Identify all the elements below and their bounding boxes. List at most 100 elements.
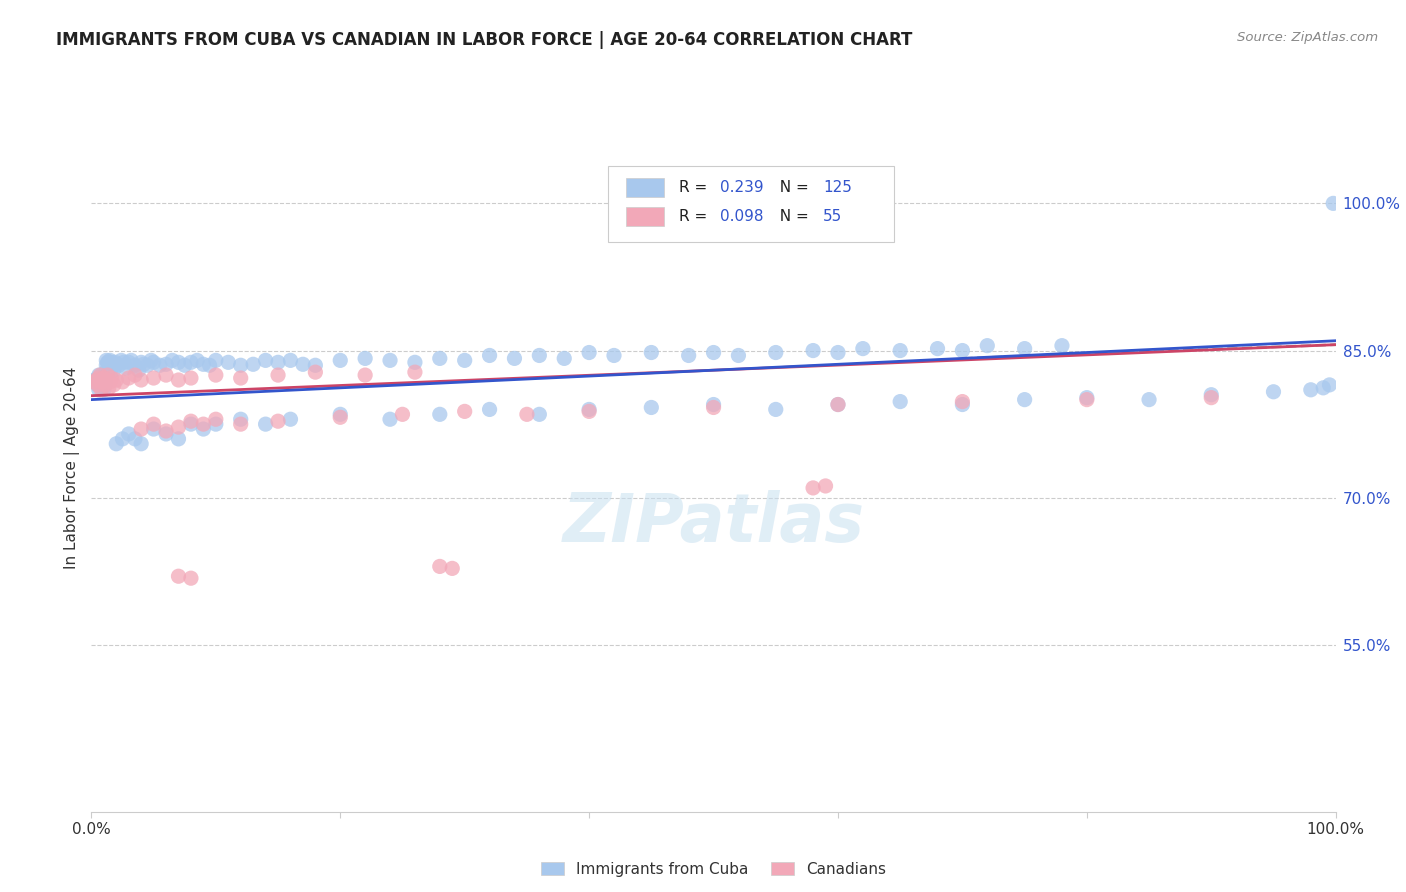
Point xyxy=(765,402,787,417)
Point xyxy=(378,353,401,368)
Point xyxy=(167,373,190,387)
Point xyxy=(1201,387,1223,401)
Point xyxy=(87,383,110,397)
Point xyxy=(149,359,172,373)
Point xyxy=(640,345,662,359)
Point xyxy=(291,357,314,371)
Point xyxy=(229,412,252,426)
Point xyxy=(105,357,128,371)
Point xyxy=(97,355,120,369)
Point xyxy=(827,398,849,412)
Point xyxy=(516,407,538,422)
Point xyxy=(205,412,228,426)
Point xyxy=(950,398,973,412)
Point xyxy=(229,371,252,385)
Point xyxy=(128,363,150,377)
Point xyxy=(193,422,215,436)
Point xyxy=(578,402,600,417)
Point xyxy=(1076,391,1098,405)
Text: R =: R = xyxy=(679,180,711,194)
Point xyxy=(391,407,413,422)
Point xyxy=(93,383,115,397)
Point xyxy=(100,371,122,385)
Point xyxy=(217,355,239,369)
Point xyxy=(254,417,277,432)
Point xyxy=(503,351,526,366)
Point xyxy=(640,401,662,415)
Point xyxy=(180,371,202,385)
Point xyxy=(103,363,125,377)
Point xyxy=(86,378,108,392)
Point xyxy=(801,481,824,495)
Point xyxy=(1014,392,1036,407)
Point xyxy=(105,437,128,451)
Point xyxy=(167,355,190,369)
Point xyxy=(104,355,127,369)
Point xyxy=(852,342,875,356)
Point xyxy=(110,353,132,368)
Text: R =: R = xyxy=(679,209,711,224)
Text: 0.239: 0.239 xyxy=(720,180,763,194)
Point xyxy=(91,373,114,387)
Point xyxy=(162,353,184,368)
Point xyxy=(120,353,142,368)
Point xyxy=(90,371,112,385)
Point xyxy=(814,479,837,493)
Point xyxy=(529,407,551,422)
Point xyxy=(242,357,264,371)
Point xyxy=(142,422,165,436)
Point xyxy=(603,349,626,363)
Point xyxy=(118,371,141,385)
Point xyxy=(97,368,120,383)
Point xyxy=(205,353,228,368)
Point xyxy=(950,343,973,358)
Point xyxy=(91,375,114,389)
Point xyxy=(198,359,221,373)
Point xyxy=(765,345,787,359)
Point xyxy=(1076,392,1098,407)
Point xyxy=(115,361,138,376)
Point xyxy=(142,355,165,369)
Text: 125: 125 xyxy=(823,180,852,194)
Point xyxy=(404,365,426,379)
Point xyxy=(578,404,600,418)
Point xyxy=(111,432,134,446)
Point xyxy=(124,359,146,373)
Point xyxy=(98,375,121,389)
Point xyxy=(453,404,475,418)
Text: Source: ZipAtlas.com: Source: ZipAtlas.com xyxy=(1237,31,1378,45)
Point xyxy=(167,420,190,434)
Point xyxy=(180,355,202,369)
Point xyxy=(578,345,600,359)
Point xyxy=(129,355,152,369)
Point xyxy=(378,412,401,426)
Point xyxy=(94,378,117,392)
Text: IMMIGRANTS FROM CUBA VS CANADIAN IN LABOR FORCE | AGE 20-64 CORRELATION CHART: IMMIGRANTS FROM CUBA VS CANADIAN IN LABO… xyxy=(56,31,912,49)
Point xyxy=(727,349,749,363)
Point xyxy=(889,343,911,358)
Point xyxy=(93,371,115,385)
Point xyxy=(280,412,302,426)
Point xyxy=(678,349,700,363)
Point xyxy=(354,368,377,383)
Point xyxy=(90,381,112,395)
Point xyxy=(889,394,911,409)
Point xyxy=(129,373,152,387)
Point xyxy=(155,424,177,438)
Point xyxy=(304,365,326,379)
Point xyxy=(84,373,107,387)
Text: N =: N = xyxy=(769,180,813,194)
Point xyxy=(91,378,114,392)
Point xyxy=(96,353,118,368)
Point xyxy=(167,569,190,583)
Point xyxy=(129,437,152,451)
Point xyxy=(180,414,202,428)
Point xyxy=(429,351,451,366)
Point xyxy=(107,359,129,373)
Point xyxy=(132,357,155,371)
Point xyxy=(702,398,725,412)
Point xyxy=(86,373,108,387)
Point xyxy=(267,355,290,369)
Point xyxy=(97,361,120,376)
Point xyxy=(267,414,290,428)
